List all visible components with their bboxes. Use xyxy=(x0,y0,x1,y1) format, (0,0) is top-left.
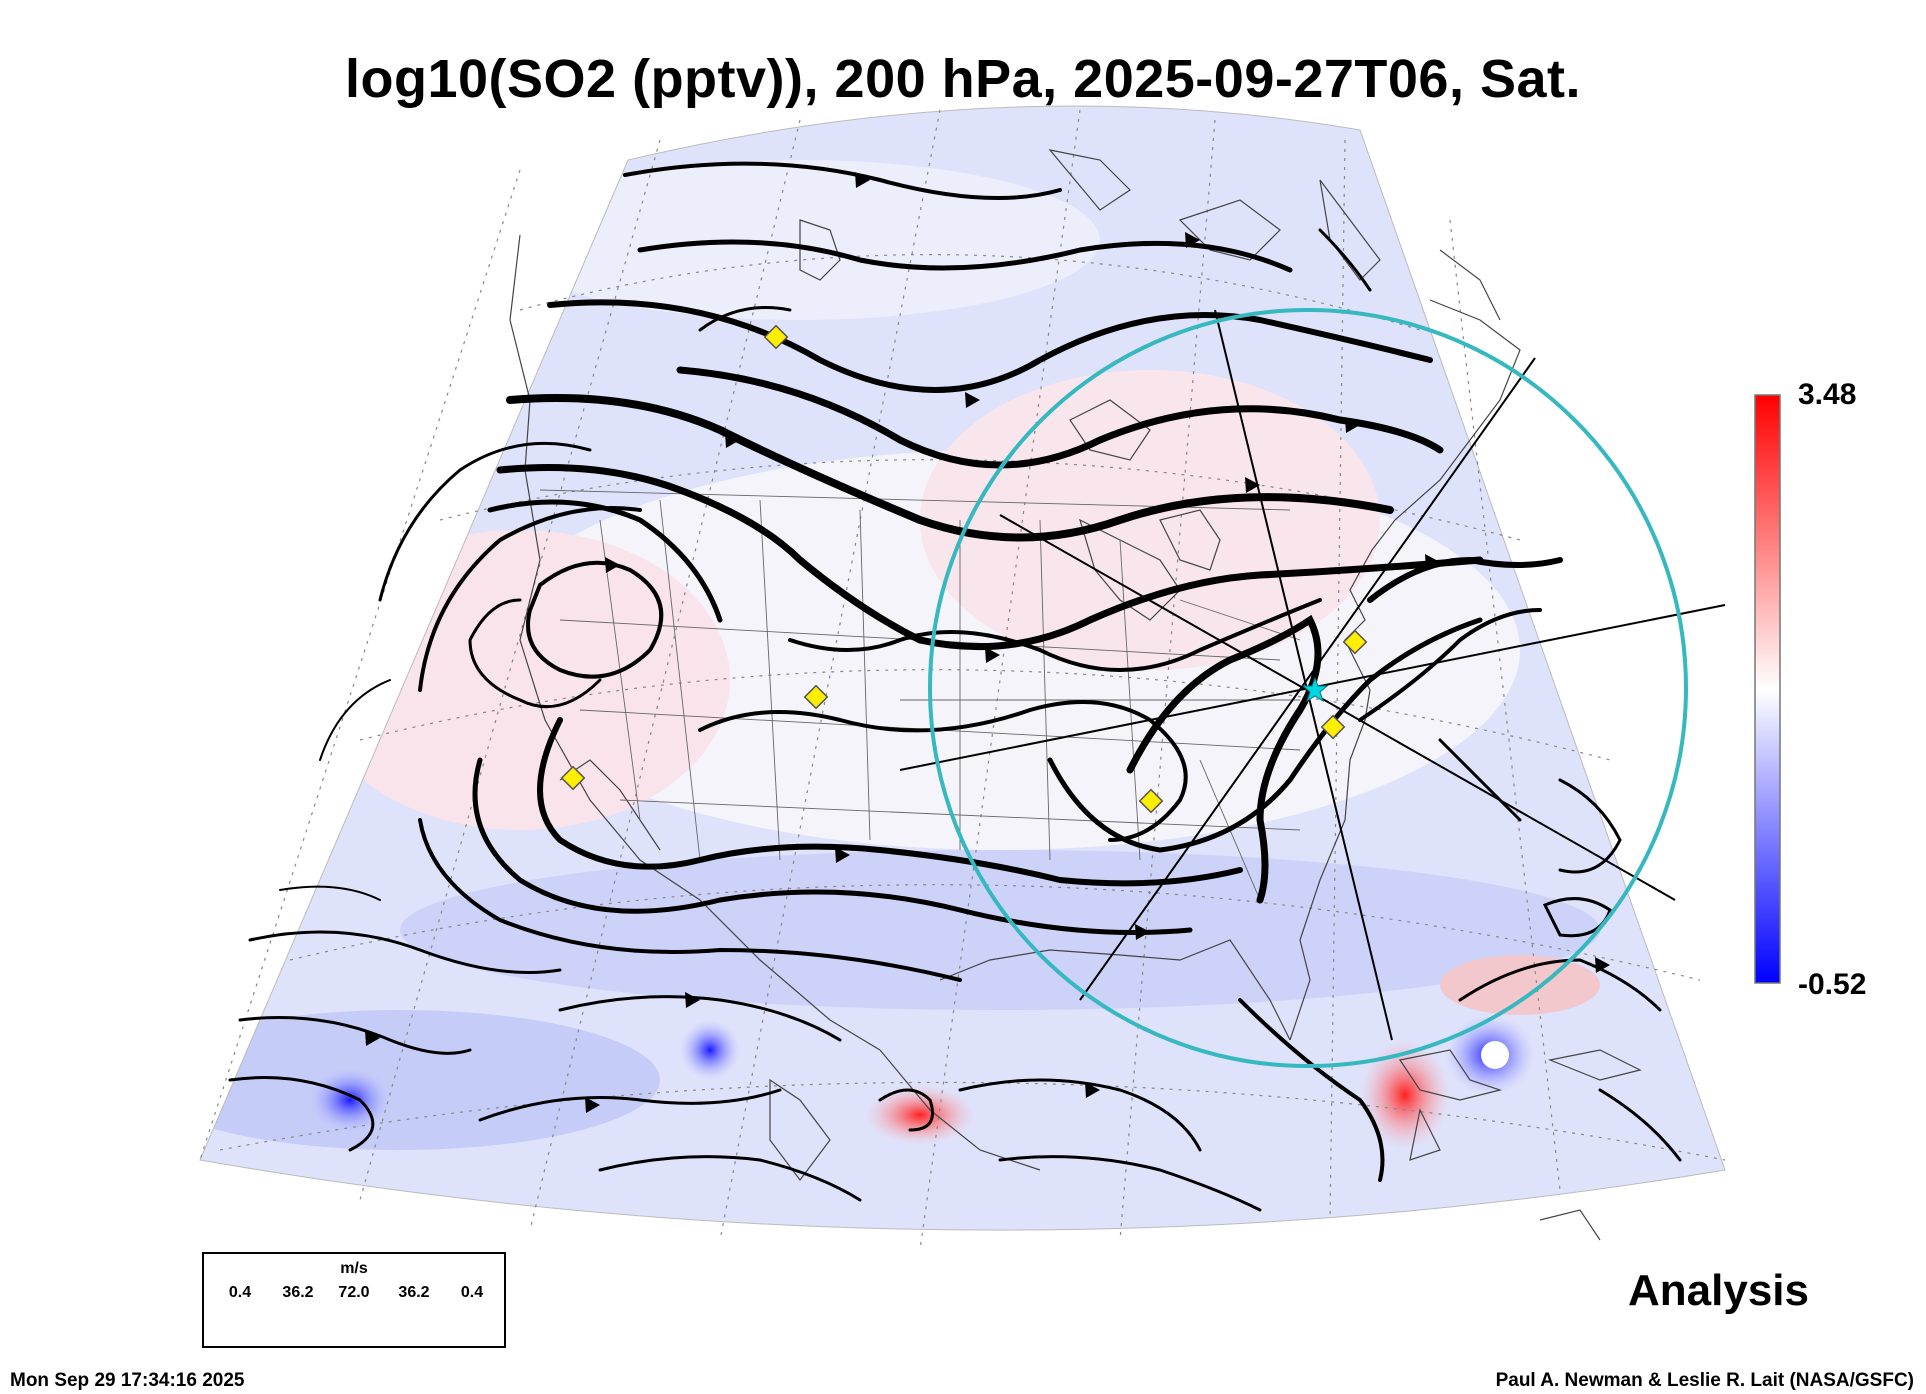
wind-legend-value: 0.4 xyxy=(228,1284,252,1301)
wind-speed-legend: m/s 0.4 36.2 72.0 36.2 0.4 xyxy=(202,1252,506,1348)
cyan-star-marker xyxy=(1301,676,1329,703)
colorbar-min-label: -0.52 xyxy=(1798,968,1867,1001)
yellow-diamond-markers xyxy=(560,324,1368,814)
timestamp: Mon Sep 29 17:34:16 2025 xyxy=(10,1370,245,1391)
plot-title: log10(SO2 (pptv)), 200 hPa, 2025-09-27T0… xyxy=(345,49,1581,109)
range-circle xyxy=(928,308,1688,1068)
coastlines xyxy=(509,149,1642,1241)
product-label: Analysis xyxy=(1628,1266,1809,1315)
diamond-marker xyxy=(560,765,586,791)
colorbar-max-label: 3.48 xyxy=(1798,378,1857,411)
diamond-marker xyxy=(803,684,829,710)
wind-legend-value: 72.0 xyxy=(338,1284,370,1301)
diamond-marker xyxy=(1320,714,1346,740)
graticule xyxy=(199,109,1726,1251)
wind-legend-value: 36.2 xyxy=(398,1284,430,1301)
so2-field xyxy=(200,106,1725,1231)
colorbar xyxy=(1754,394,1781,984)
diamond-marker xyxy=(1342,629,1368,655)
streamline-arrows xyxy=(365,172,1610,1113)
streamlines xyxy=(228,161,1682,1212)
credit-line: Paul A. Newman & Leslie R. Lait (NASA/GS… xyxy=(1495,1370,1914,1391)
wind-legend-unit: m/s xyxy=(340,1260,368,1277)
diamond-marker xyxy=(1138,788,1164,814)
wind-legend-value: 36.2 xyxy=(282,1284,314,1301)
diamond-marker xyxy=(763,324,789,350)
wind-legend-value: 0.4 xyxy=(460,1284,484,1301)
